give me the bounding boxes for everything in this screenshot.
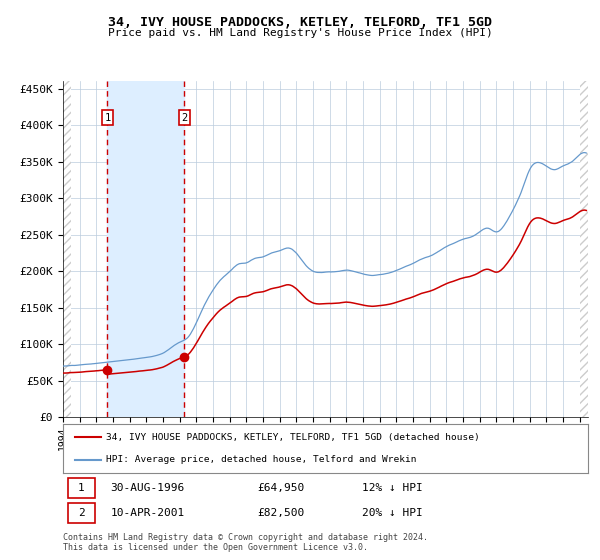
Text: 30-AUG-1996: 30-AUG-1996 — [110, 483, 185, 493]
Text: 1: 1 — [104, 113, 110, 123]
Polygon shape — [63, 81, 71, 417]
Text: 2: 2 — [181, 113, 187, 123]
Text: Contains HM Land Registry data © Crown copyright and database right 2024.: Contains HM Land Registry data © Crown c… — [63, 533, 428, 542]
Bar — [107, 81, 184, 417]
Text: 10-APR-2001: 10-APR-2001 — [110, 508, 185, 518]
Text: This data is licensed under the Open Government Licence v3.0.: This data is licensed under the Open Gov… — [63, 543, 368, 552]
Text: Price paid vs. HM Land Registry's House Price Index (HPI): Price paid vs. HM Land Registry's House … — [107, 28, 493, 38]
Text: £82,500: £82,500 — [257, 508, 305, 518]
Text: 20% ↓ HPI: 20% ↓ HPI — [362, 508, 423, 518]
Text: 1: 1 — [78, 483, 85, 493]
FancyBboxPatch shape — [68, 478, 95, 498]
Polygon shape — [580, 81, 588, 417]
Text: 34, IVY HOUSE PADDOCKS, KETLEY, TELFORD, TF1 5GD: 34, IVY HOUSE PADDOCKS, KETLEY, TELFORD,… — [108, 16, 492, 29]
Text: 34, IVY HOUSE PADDOCKS, KETLEY, TELFORD, TF1 5GD (detached house): 34, IVY HOUSE PADDOCKS, KETLEY, TELFORD,… — [106, 433, 480, 442]
Text: HPI: Average price, detached house, Telford and Wrekin: HPI: Average price, detached house, Telf… — [106, 455, 416, 464]
FancyBboxPatch shape — [68, 503, 95, 524]
Text: 12% ↓ HPI: 12% ↓ HPI — [362, 483, 423, 493]
Text: 2: 2 — [78, 508, 85, 518]
Text: £64,950: £64,950 — [257, 483, 305, 493]
